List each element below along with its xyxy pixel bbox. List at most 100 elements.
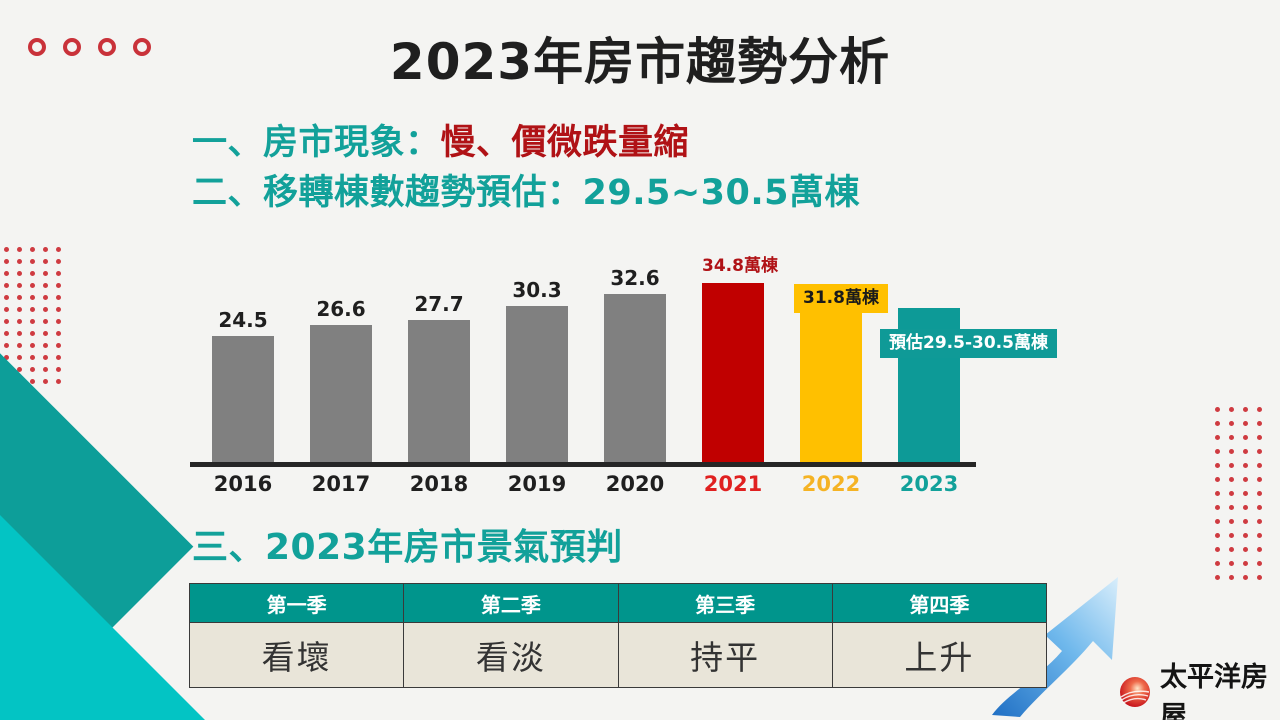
decorative-dot <box>30 343 35 348</box>
decorative-dot <box>56 379 61 384</box>
chart-category-label: 2022 <box>801 472 861 496</box>
decorative-teal-triangle <box>0 515 205 720</box>
decorative-dot <box>43 343 48 348</box>
chart-bar-fill <box>506 306 568 462</box>
heading-line-2: 二、移轉棟數趨勢預估：29.5~30.5萬棟 <box>192 173 861 213</box>
table-cell: 看壞 <box>188 622 405 688</box>
decorative-dot <box>1243 491 1248 496</box>
decorative-dot <box>1257 477 1262 482</box>
chart-bar: 26.6 <box>310 297 372 462</box>
heading-line-3: 三、2023年房市景氣預判 <box>192 527 623 568</box>
decorative-dot <box>4 307 9 312</box>
decorative-dot-grid-left <box>4 247 66 392</box>
decorative-dot <box>56 343 61 348</box>
decorative-dot <box>17 283 22 288</box>
decorative-dot <box>1257 463 1262 468</box>
decorative-dot <box>30 331 35 336</box>
chart-callout-label: 34.8萬棟 <box>702 256 778 276</box>
decorative-dot <box>56 247 61 252</box>
chart-category-label: 2018 <box>409 472 469 496</box>
chart-bar: 32.6 <box>604 266 666 462</box>
chart-category-label: 2021 <box>703 472 763 496</box>
decorative-dot <box>30 367 35 372</box>
decorative-dot <box>43 247 48 252</box>
decorative-dot <box>1243 561 1248 566</box>
decorative-dot <box>30 379 35 384</box>
decorative-dot <box>1257 533 1262 538</box>
table-header-row: 第一季 第二季 第三季 第四季 <box>188 583 1048 623</box>
table-header-cell: 第一季 <box>188 583 405 623</box>
circle-outline-icon <box>98 38 116 56</box>
decorative-dot <box>1257 435 1262 440</box>
decorative-dot <box>1257 575 1262 580</box>
decorative-dot <box>56 331 61 336</box>
decorative-dot <box>1229 505 1234 510</box>
decorative-dot <box>1229 533 1234 538</box>
decorative-dot <box>1215 491 1220 496</box>
table-header-cell: 第四季 <box>831 583 1048 623</box>
decorative-dot <box>1229 575 1234 580</box>
decorative-dot <box>17 343 22 348</box>
decorative-dot <box>4 331 9 336</box>
table-cell: 看淡 <box>403 622 619 688</box>
decorative-dot <box>1243 421 1248 426</box>
decorative-dot <box>56 259 61 264</box>
decorative-dot <box>17 295 22 300</box>
decorative-dot <box>1257 547 1262 552</box>
decorative-dot <box>1229 463 1234 468</box>
chart-bar-fill <box>212 336 274 462</box>
decorative-dot <box>43 283 48 288</box>
decorative-dot <box>4 259 9 264</box>
decorative-dot <box>1257 407 1262 412</box>
decorative-dot <box>56 295 61 300</box>
table-header-cell: 第三季 <box>617 583 833 623</box>
decorative-dot <box>43 367 48 372</box>
chart-axis-line <box>190 462 976 467</box>
chart-bar <box>800 299 862 462</box>
decorative-dot <box>4 355 9 360</box>
decorative-dot <box>4 295 9 300</box>
decorative-dot <box>1229 519 1234 524</box>
decorative-dot <box>1215 575 1220 580</box>
chart-bar: 30.3 <box>506 278 568 462</box>
decorative-dot <box>56 283 61 288</box>
decorative-dot <box>1215 449 1220 454</box>
chart-bar-fill <box>604 294 666 462</box>
decorative-dot <box>56 307 61 312</box>
decorative-dot <box>1243 533 1248 538</box>
heading-line-1-teal: 一、房市現象： <box>192 123 441 163</box>
chart-category-label: 2023 <box>899 472 959 496</box>
decorative-dot <box>1215 421 1220 426</box>
decorative-dot <box>1243 575 1248 580</box>
decorative-dot <box>1257 449 1262 454</box>
chart-bar-value-label: 24.5 <box>218 308 268 332</box>
decorative-dot <box>30 259 35 264</box>
decorative-dot <box>1229 561 1234 566</box>
decorative-dot <box>1243 519 1248 524</box>
decorative-dot <box>1257 505 1262 510</box>
decorative-dot <box>1215 477 1220 482</box>
decorative-dot <box>56 319 61 324</box>
decorative-dot <box>17 259 22 264</box>
decorative-dot <box>1229 407 1234 412</box>
decorative-dot <box>1243 547 1248 552</box>
decorative-dot <box>1215 533 1220 538</box>
decorative-dot <box>56 367 61 372</box>
decorative-dot <box>4 343 9 348</box>
decorative-dot <box>4 319 9 324</box>
table-row: 看壞 看淡 持平 上升 <box>188 622 1048 688</box>
decorative-dot <box>1257 561 1262 566</box>
chart-category-label: 2016 <box>213 472 273 496</box>
decorative-dot <box>30 271 35 276</box>
decorative-dot <box>30 319 35 324</box>
decorative-dot <box>1229 477 1234 482</box>
decorative-dot <box>43 355 48 360</box>
decorative-dot <box>1229 449 1234 454</box>
decorative-dot <box>43 319 48 324</box>
decorative-dot <box>1229 435 1234 440</box>
decorative-dot <box>1243 505 1248 510</box>
decorative-rings <box>28 38 151 56</box>
transfer-volume-bar-chart: 24.5 2016 26.6 2017 27.7 2018 30.3 2019 32.6 2020… <box>190 240 1057 496</box>
brand-logo: 太平洋房屋 <box>1118 655 1280 720</box>
chart-callout-label: 預估29.5-30.5萬棟 <box>880 329 1057 359</box>
